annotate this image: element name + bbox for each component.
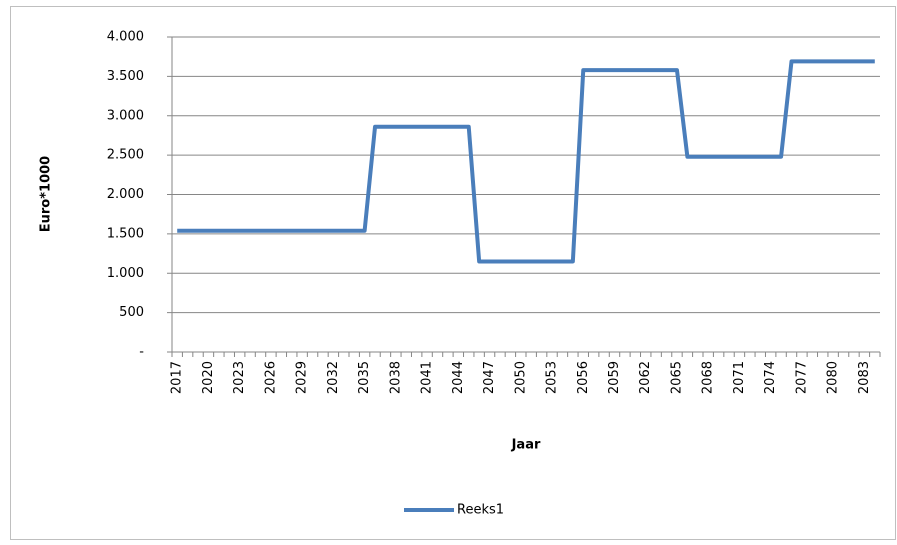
x-tick-label: 2044 bbox=[451, 361, 466, 394]
x-tick-label: 2056 bbox=[576, 361, 591, 394]
x-tick-label: 2029 bbox=[295, 361, 310, 394]
y-axis-title: Euro*1000 bbox=[39, 156, 54, 232]
x-tick-label: 2041 bbox=[420, 361, 435, 394]
x-tick-label: 2083 bbox=[857, 361, 872, 394]
line-series bbox=[177, 59, 875, 264]
x-axis-title: Jaar bbox=[511, 438, 541, 453]
x-tick-label: 2047 bbox=[482, 361, 497, 394]
x-tick-label: 2026 bbox=[263, 361, 278, 394]
y-tick-label: 1.500 bbox=[107, 226, 144, 241]
y-tick-label: 2.500 bbox=[107, 148, 144, 163]
x-tick-label: 2038 bbox=[388, 361, 403, 394]
y-tick-label: 1.000 bbox=[107, 266, 144, 281]
x-tick-label: 2017 bbox=[170, 361, 185, 394]
y-tick-label: - bbox=[139, 345, 144, 360]
x-tick-label: 2032 bbox=[326, 361, 341, 394]
x-tick-label: 2023 bbox=[232, 361, 247, 394]
x-tick-label: 2020 bbox=[201, 361, 216, 394]
y-tick-label: 3.000 bbox=[107, 108, 144, 123]
x-tick-label: 2068 bbox=[701, 361, 716, 394]
x-tick-label: 2065 bbox=[669, 361, 684, 394]
x-tick-label: 2035 bbox=[357, 361, 372, 394]
x-tick-label: 2074 bbox=[763, 361, 778, 394]
x-tick-label: 2053 bbox=[545, 361, 560, 394]
x-tick-label: 2062 bbox=[638, 361, 653, 394]
legend-label: Reeks1 bbox=[457, 503, 504, 518]
y-tick-label: 4.000 bbox=[107, 30, 144, 45]
y-tick-label: 2.000 bbox=[107, 187, 144, 202]
x-tick-label: 2059 bbox=[607, 361, 622, 394]
y-tick-label: 3.500 bbox=[107, 69, 144, 84]
x-tick-label: 2077 bbox=[794, 361, 809, 394]
x-tick-label: 2071 bbox=[732, 361, 747, 394]
x-tick-label: 2050 bbox=[513, 361, 528, 394]
x-tick-label: 2080 bbox=[826, 361, 841, 394]
y-tick-label: 500 bbox=[119, 305, 144, 320]
